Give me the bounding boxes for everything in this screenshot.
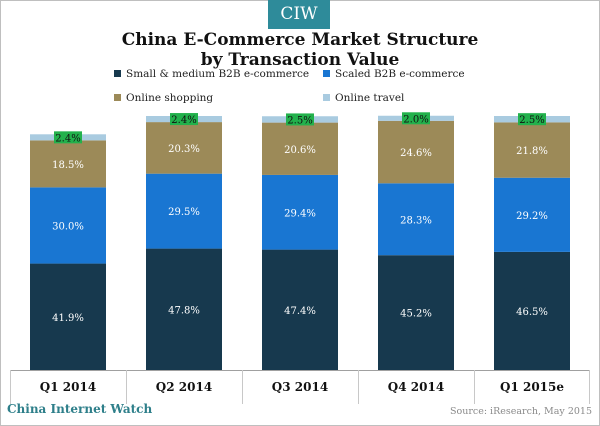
- data-label: 46.5%: [516, 307, 548, 318]
- data-label: 20.3%: [168, 144, 200, 155]
- source-note: Source: iResearch, May 2015: [450, 406, 592, 417]
- legend-swatch: [114, 94, 121, 101]
- category-label: Q1 2015e: [500, 380, 564, 394]
- data-label: 41.9%: [52, 313, 84, 324]
- data-label: 29.4%: [284, 208, 316, 219]
- bar-segment: [262, 249, 338, 370]
- data-label: 18.5%: [52, 160, 84, 171]
- data-label: 20.6%: [284, 145, 316, 156]
- bar-segment: [30, 140, 106, 188]
- data-label-box: [286, 113, 314, 126]
- data-label: 28.3%: [400, 215, 432, 226]
- data-label: 47.4%: [284, 306, 316, 317]
- bar-segment: [494, 122, 570, 178]
- bar-segment: [262, 122, 338, 175]
- data-label: 2.0%: [403, 114, 428, 125]
- legend-swatch: [323, 94, 330, 101]
- category-label: Q2 2014: [156, 380, 212, 394]
- legend-item-online-travel: Online travel: [323, 92, 404, 104]
- data-label: 24.6%: [400, 148, 432, 159]
- bar-segment: [494, 251, 570, 370]
- data-label: 47.8%: [168, 305, 200, 316]
- legend-item-online-shopping: Online shopping: [114, 92, 213, 104]
- chart-title-line-2: by Transaction Value: [200, 50, 400, 70]
- category-label: Q1 2014: [40, 380, 96, 394]
- ciw-badge: CIW: [268, 0, 330, 29]
- data-label: 45.2%: [400, 309, 432, 320]
- bar-segment: [378, 183, 454, 256]
- data-label: 2.4%: [55, 133, 80, 144]
- legend-item-small-medium-b2b: Small & medium B2B e-commerce: [114, 68, 309, 80]
- legend-label: Online travel: [335, 92, 405, 104]
- data-label: 21.8%: [516, 146, 548, 157]
- bar-segment: [30, 187, 106, 264]
- bar-segment: [262, 174, 338, 250]
- bar-segment: [146, 248, 222, 370]
- brand-name: China Internet Watch: [7, 402, 153, 416]
- legend-item-scaled-b2b: Scaled B2B e-commerce: [323, 68, 465, 80]
- data-label: 29.2%: [516, 211, 548, 222]
- bar-segment: [494, 177, 570, 252]
- data-label: 29.5%: [168, 207, 200, 218]
- legend-label: Scaled B2B e-commerce: [335, 68, 465, 80]
- chart-title-line-1: China E-Commerce Market Structure: [121, 30, 479, 50]
- bar-segment: [378, 120, 454, 184]
- bar-segment: [30, 263, 106, 370]
- data-label-box: [518, 113, 546, 126]
- data-label-box: [402, 112, 430, 125]
- chart-title: China E-Commerce Market Structure by Tra…: [0, 30, 600, 70]
- category-label: Q3 2014: [272, 380, 328, 394]
- bar-segment: [146, 122, 222, 174]
- data-label: 2.4%: [171, 115, 196, 126]
- data-label-box: [54, 131, 82, 144]
- data-label: 2.5%: [287, 115, 312, 126]
- legend-label: Online shopping: [126, 92, 214, 104]
- bar-segment: [146, 173, 222, 249]
- legend-label: Small & medium B2B e-commerce: [126, 68, 310, 80]
- data-label: 30.0%: [52, 221, 84, 232]
- data-label-box: [170, 113, 198, 126]
- legend-swatch: [323, 70, 330, 77]
- legend-swatch: [114, 70, 121, 77]
- category-label: Q4 2014: [388, 380, 444, 394]
- data-label: 2.5%: [519, 115, 544, 126]
- bar-segment: [378, 255, 454, 370]
